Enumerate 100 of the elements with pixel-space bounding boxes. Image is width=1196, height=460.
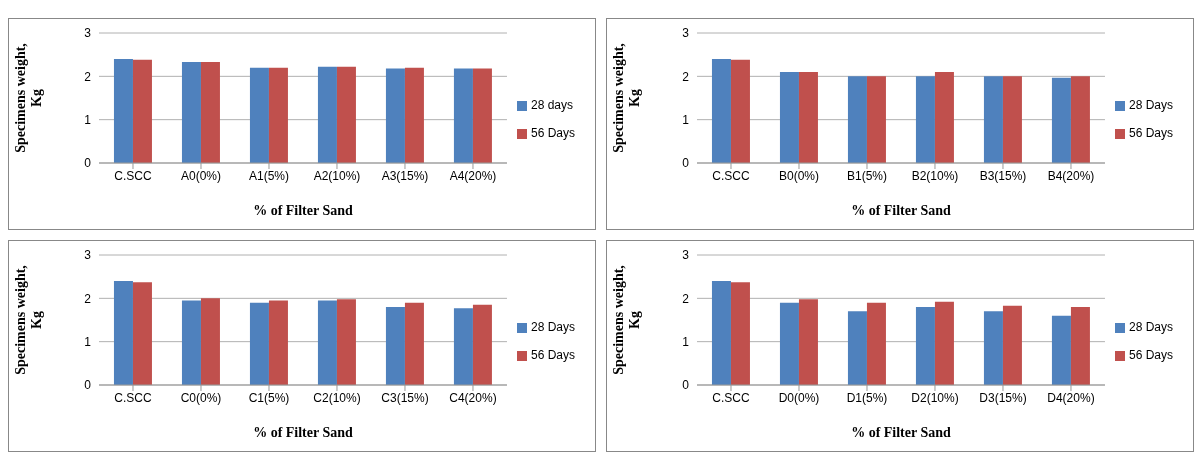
x-tick-label: A0(0%)	[180, 168, 221, 183]
bar	[268, 67, 288, 163]
bar	[983, 76, 1003, 163]
y-tick-label: 2	[682, 291, 690, 306]
y-tick-label: 1	[84, 112, 92, 127]
bar	[711, 59, 731, 163]
y-tick-label: 2	[682, 69, 690, 84]
bar	[866, 302, 886, 385]
bar	[200, 298, 220, 385]
bar	[798, 72, 818, 163]
y-tick-label: 3	[84, 26, 92, 41]
bar	[915, 307, 935, 385]
x-tick-label: C3(15%)	[381, 390, 429, 405]
bar	[336, 66, 356, 163]
x-tick-label: C4(20%)	[449, 390, 497, 405]
bar	[730, 282, 750, 385]
x-tick-label: A3(15%)	[381, 168, 429, 183]
x-tick-label: D1(5%)	[846, 390, 888, 405]
bar	[983, 311, 1003, 385]
x-tick-label: B4(20%)	[1047, 168, 1095, 183]
bar	[472, 68, 492, 163]
y-axis-title: Specimens weight, Kg	[13, 265, 44, 375]
bar	[798, 299, 818, 385]
bar	[915, 76, 935, 163]
bar	[268, 300, 288, 385]
bar	[934, 72, 954, 163]
bar	[866, 76, 886, 163]
x-tick-label: D2(10%)	[911, 390, 959, 405]
bar	[1002, 305, 1022, 385]
x-tick-label: D3(15%)	[979, 390, 1027, 405]
bar	[113, 59, 133, 163]
x-tick-label: C2(10%)	[313, 390, 361, 405]
bar	[730, 59, 750, 163]
y-axis-title: Specimens weight, Kg	[611, 265, 642, 375]
legend-label: 28 Days	[1128, 320, 1173, 334]
bar	[113, 281, 133, 385]
bar	[132, 59, 152, 163]
bar	[847, 311, 867, 385]
bar	[249, 67, 269, 163]
x-tick-label: C.SCC	[712, 390, 750, 405]
y-tick-label: 1	[84, 334, 92, 349]
y-tick-label: 3	[84, 248, 92, 263]
x-axis-title: % of Filter Sand	[253, 425, 354, 440]
y-tick-label: 0	[682, 156, 690, 171]
bar	[385, 307, 405, 385]
x-tick-label: B3(15%)	[979, 168, 1027, 183]
bar	[181, 300, 201, 385]
x-tick-label: D0(0%)	[778, 390, 820, 405]
bar	[200, 62, 220, 163]
y-tick-label: 3	[682, 26, 690, 41]
bar	[404, 67, 424, 163]
x-tick-label: A2(10%)	[313, 168, 361, 183]
x-tick-label: C1(5%)	[248, 390, 290, 405]
x-tick-label: B0(0%)	[778, 168, 819, 183]
x-tick-label: C.SCC	[114, 390, 152, 405]
y-tick-label: 0	[682, 378, 690, 393]
bar	[317, 66, 337, 163]
x-tick-label: B2(10%)	[911, 168, 959, 183]
bar	[132, 282, 152, 385]
bar	[385, 68, 405, 163]
bar	[317, 300, 337, 385]
bar	[404, 302, 424, 385]
bar	[472, 304, 492, 385]
bar	[1051, 77, 1071, 163]
bar	[1002, 76, 1022, 163]
x-axis-title: % of Filter Sand	[851, 203, 952, 218]
y-tick-label: 2	[84, 69, 92, 84]
y-tick-label: 0	[84, 378, 92, 393]
x-tick-label: A1(5%)	[248, 168, 289, 183]
legend-label: 56 Days	[530, 126, 575, 140]
y-tick-label: 2	[84, 291, 92, 306]
x-axis-title: % of Filter Sand	[253, 203, 354, 218]
bar	[1051, 315, 1071, 385]
y-tick-label: 0	[84, 156, 92, 171]
x-axis-title: % of Filter Sand	[851, 425, 952, 440]
legend-label: 28 Days	[530, 320, 575, 334]
legend-label: 56 Days	[1128, 126, 1173, 140]
bar	[779, 302, 799, 385]
x-tick-label: C.SCC	[712, 168, 750, 183]
y-axis-title: Specimens weight, Kg	[611, 43, 642, 153]
bar	[181, 62, 201, 163]
bar	[453, 68, 473, 163]
x-tick-label: A4(20%)	[449, 168, 497, 183]
x-tick-label: C.SCC	[114, 168, 152, 183]
bar	[847, 76, 867, 163]
bar	[779, 72, 799, 163]
legend-label: 28 days	[530, 98, 573, 112]
y-axis-title: Specimens weight, Kg	[13, 43, 44, 153]
bar	[711, 281, 731, 385]
x-tick-label: B1(5%)	[846, 168, 887, 183]
bar	[1070, 307, 1090, 385]
x-tick-label: D4(20%)	[1047, 390, 1095, 405]
legend-label: 28 Days	[1128, 98, 1173, 112]
legend-label: 56 Days	[1128, 348, 1173, 362]
bar	[1070, 76, 1090, 163]
bar	[934, 301, 954, 385]
legend-label: 56 Days	[530, 348, 575, 362]
y-tick-label: 1	[682, 112, 690, 127]
y-tick-label: 3	[682, 248, 690, 263]
x-tick-label: C0(0%)	[180, 390, 222, 405]
